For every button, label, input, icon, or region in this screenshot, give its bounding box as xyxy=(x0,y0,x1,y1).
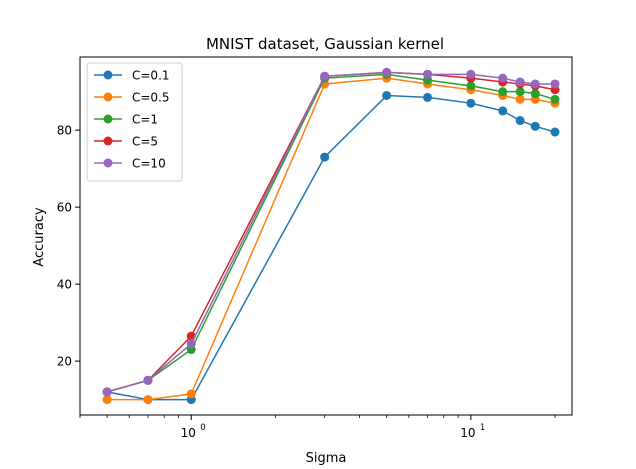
data-point xyxy=(143,395,153,405)
legend-label: C=0.1 xyxy=(132,69,170,83)
data-point xyxy=(320,71,330,81)
y-tick-label: 60 xyxy=(57,201,72,215)
legend-marker xyxy=(103,158,113,168)
legend-label: C=10 xyxy=(132,157,166,171)
y-tick-label: 40 xyxy=(57,278,72,292)
y-axis-label: Accuracy xyxy=(32,207,47,267)
series-4 xyxy=(102,67,560,397)
legend-entry: C=0.1 xyxy=(94,69,170,83)
legend-entry: C=0.5 xyxy=(94,91,170,105)
data-point xyxy=(498,87,508,97)
data-point xyxy=(423,69,433,79)
x-tick-label: 10 xyxy=(460,426,475,440)
data-point xyxy=(186,339,196,349)
chart-title: MNIST dataset, Gaussian kernel xyxy=(206,35,444,53)
y-axis: 20 40 60 80 xyxy=(57,124,80,369)
data-point xyxy=(423,92,433,102)
data-point xyxy=(530,79,540,89)
legend-marker xyxy=(103,70,113,80)
data-point xyxy=(102,395,112,405)
legend-entry: C=1 xyxy=(94,113,158,127)
data-point xyxy=(466,81,476,91)
data-point xyxy=(382,67,392,77)
legend-label: C=0.5 xyxy=(132,91,170,105)
data-point xyxy=(550,79,560,89)
data-point xyxy=(102,387,112,397)
legend-entry: C=10 xyxy=(94,157,166,171)
data-point xyxy=(186,389,196,399)
data-point xyxy=(466,69,476,79)
x-tick-label: 10 xyxy=(181,426,196,440)
legend: C=0.1 C=0.5 C=1 C=5 C=10 xyxy=(86,62,183,182)
x-tick-exponent: 0 xyxy=(200,423,205,433)
data-point xyxy=(530,89,540,99)
data-point xyxy=(143,375,153,385)
legend-label: C=5 xyxy=(132,135,158,149)
y-tick-label: 20 xyxy=(57,355,72,369)
data-point xyxy=(550,127,560,137)
x-axis: 10 0 10 1 xyxy=(79,415,556,440)
x-tick-exponent: 1 xyxy=(480,423,485,433)
legend-entry: C=5 xyxy=(94,135,158,149)
data-point xyxy=(550,94,560,104)
data-point xyxy=(515,116,525,126)
data-point xyxy=(530,121,540,131)
legend-marker xyxy=(103,136,113,146)
plot-area-frame xyxy=(79,56,573,416)
legend-marker xyxy=(103,92,113,102)
legend-box xyxy=(86,62,183,182)
legend-marker xyxy=(103,114,113,124)
x-axis-label: Sigma xyxy=(306,451,347,466)
data-point xyxy=(498,106,508,116)
data-point xyxy=(515,87,525,97)
data-point xyxy=(320,152,330,162)
y-tick-label: 80 xyxy=(57,124,72,138)
data-point xyxy=(515,94,525,104)
legend-label: C=1 xyxy=(132,113,158,127)
data-point xyxy=(466,98,476,108)
data-point xyxy=(515,77,525,87)
data-point xyxy=(382,90,392,100)
data-point xyxy=(498,73,508,83)
series-layer xyxy=(102,67,560,405)
